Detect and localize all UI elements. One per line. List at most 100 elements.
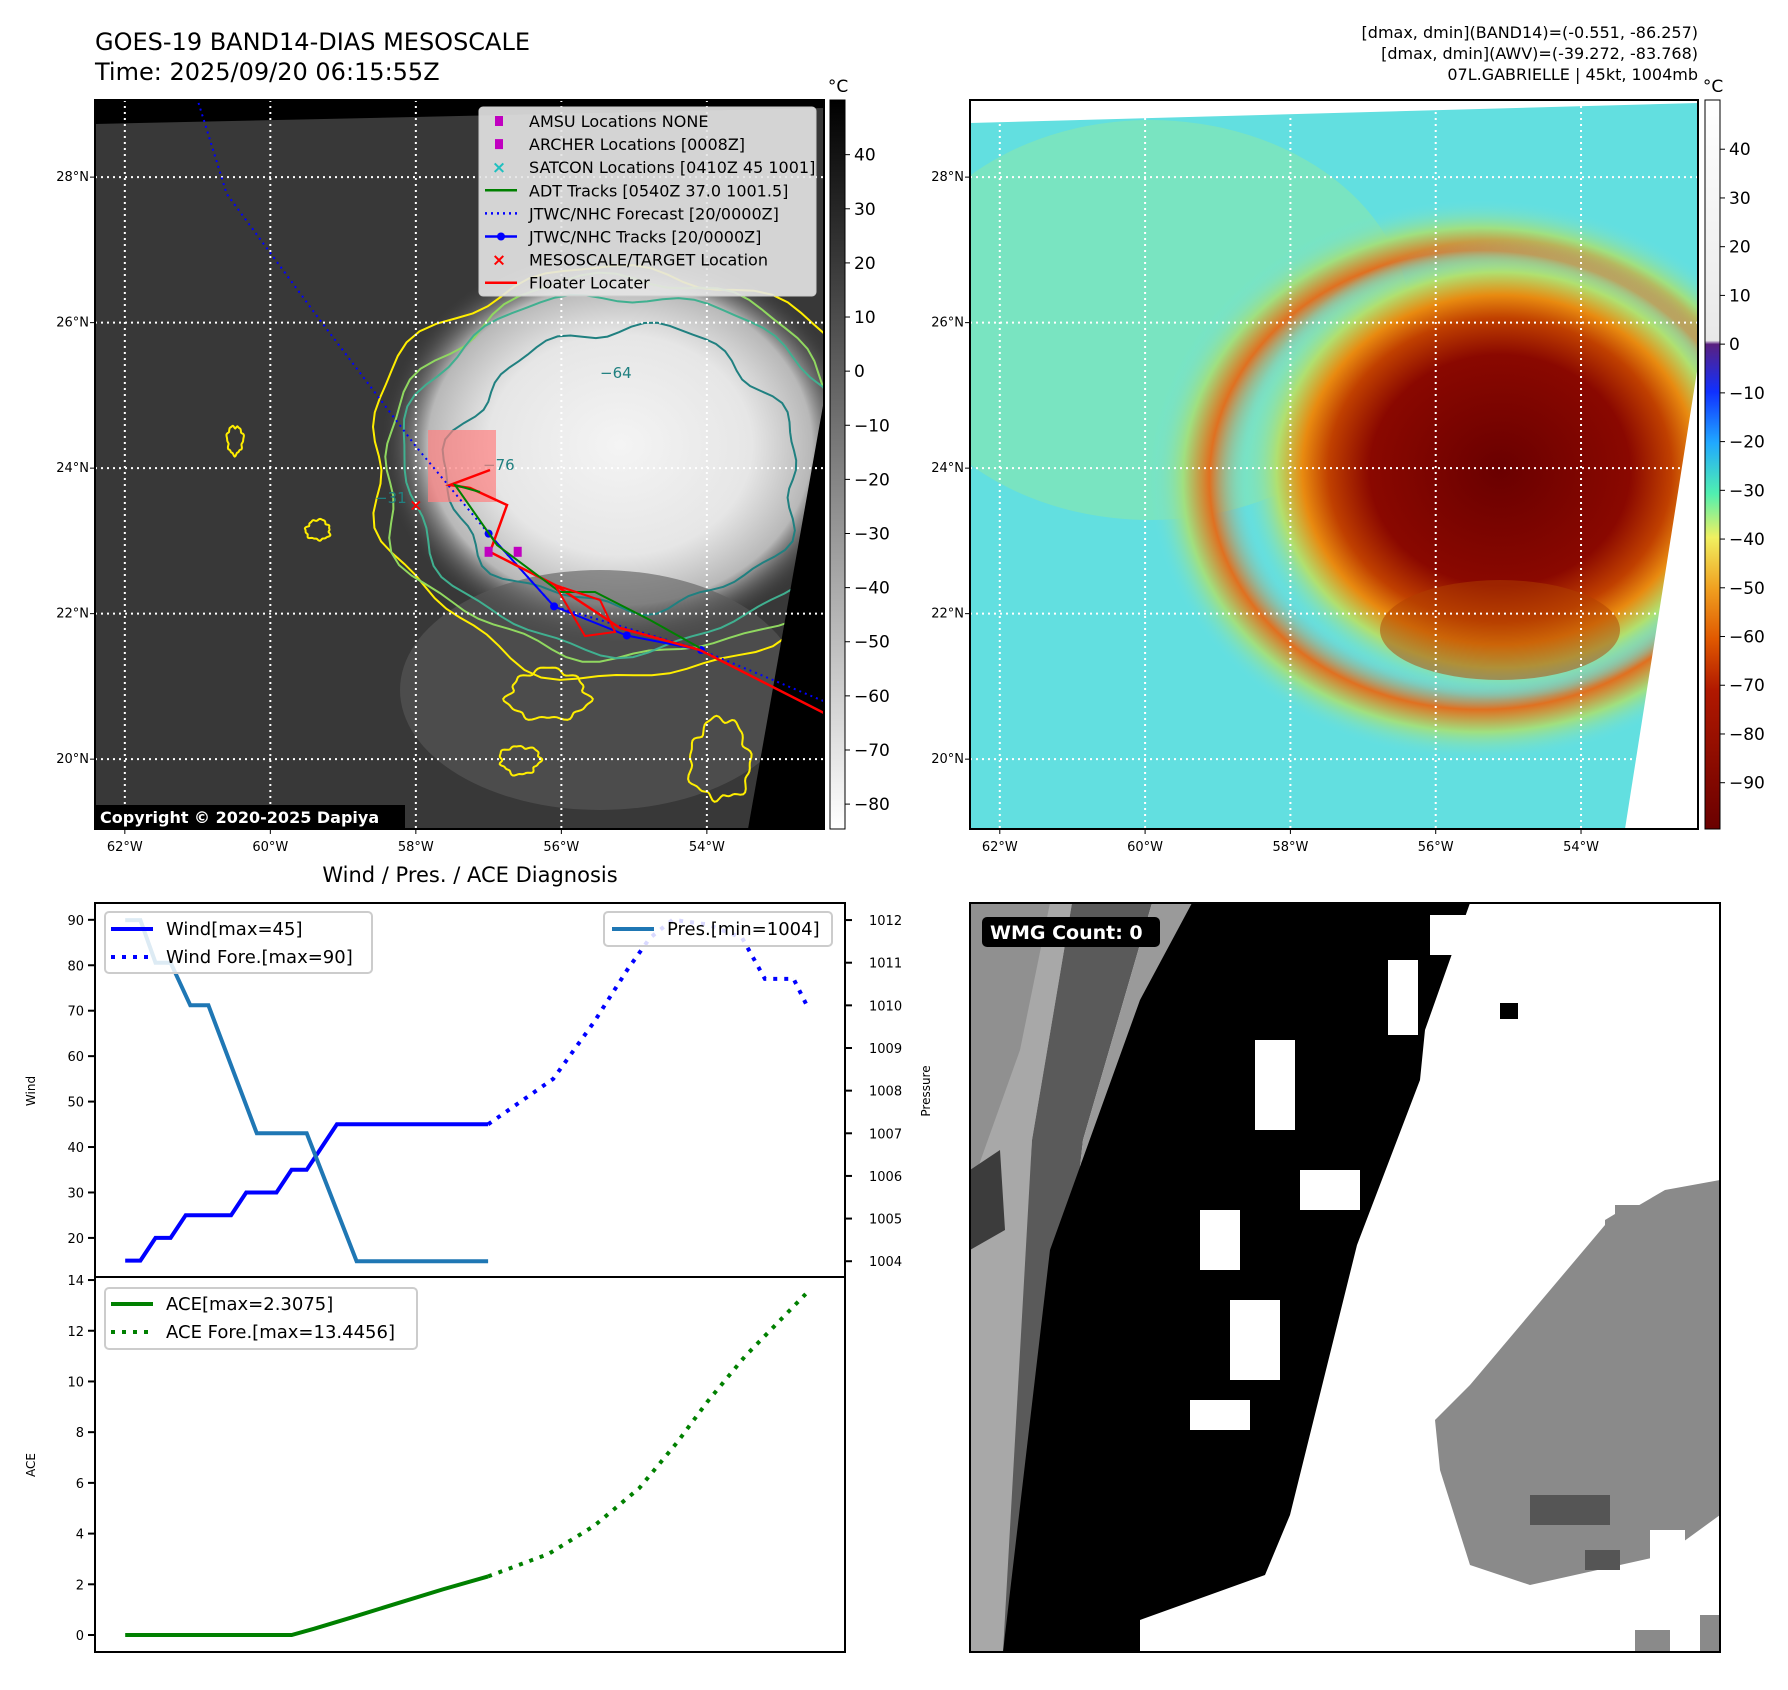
wmg-gap	[1388, 960, 1418, 1035]
wmg-region-dark	[1585, 1550, 1620, 1570]
temperature-contour	[303, 517, 332, 542]
wmg-panel	[970, 903, 1720, 1652]
legend-marker-square-icon	[495, 139, 503, 150]
y2-tick-label: 1005	[869, 1213, 902, 1228]
colorbar-tick-label: 30	[1729, 189, 1751, 209]
temperature-contour	[502, 666, 594, 721]
copyright-box	[95, 805, 405, 829]
colorbar-tick-label: −10	[1729, 384, 1765, 404]
wmg-region-light	[970, 903, 1050, 1190]
jtwc-track-line	[487, 532, 702, 651]
colorbar-awv	[1704, 99, 1721, 830]
colorbar-tick-label: 40	[854, 146, 876, 166]
storm-info: 07L.GABRIELLE | 45kt, 1004mb	[1447, 65, 1698, 84]
legend-marker-x-icon: ×	[492, 158, 506, 178]
lat-tick-label: 22°N	[56, 607, 89, 622]
colorbar-tick-label: 30	[854, 200, 876, 220]
map-frame	[94, 99, 825, 830]
y-tick-label: 30	[67, 1186, 84, 1201]
wmg-region-dark	[970, 1150, 1005, 1250]
lon-tick-label: 56°W	[1418, 840, 1454, 855]
lat-tick-label: 20°N	[931, 752, 964, 767]
wmg-gap	[1230, 1300, 1280, 1380]
pressure-axis-label: Pressure	[919, 1065, 933, 1116]
y-tick-label: 20	[67, 1232, 84, 1247]
y-tick-label: 70	[67, 1005, 84, 1020]
colorbar-tick-label: 40	[1729, 140, 1751, 160]
lat-tick-label: 20°N	[56, 752, 89, 767]
cloud-field	[400, 570, 800, 810]
colorbar-tick-label: −60	[854, 687, 890, 707]
floater-box	[428, 430, 496, 502]
wmg-gap	[1255, 1040, 1295, 1130]
y2-tick-label: 1007	[869, 1127, 902, 1142]
lat-tick-label: 22°N	[931, 607, 964, 622]
jtwc-track-point	[622, 631, 631, 640]
colorbar-tick-label: 20	[854, 254, 876, 274]
legend-label: MESOSCALE/TARGET Location	[529, 251, 768, 270]
legend-label: SATCON Locations [0410Z 45 1001]	[529, 158, 815, 177]
diagnosis-title: Wind / Pres. / ACE Diagnosis	[322, 863, 617, 887]
target-location-marker: ×	[409, 496, 422, 515]
lon-tick-label: 54°W	[689, 840, 725, 855]
y2-tick-label: 1011	[869, 957, 902, 972]
figure-time: Time: 2025/09/20 06:15:55Z	[94, 58, 440, 86]
gridlines	[95, 100, 824, 829]
lon-tick-label: 56°W	[543, 840, 579, 855]
y-tick-label: 10	[67, 1375, 84, 1390]
colorbar-unit: °C	[828, 77, 848, 97]
colorbar-unit: °C	[1703, 77, 1723, 97]
y-tick-label: 60	[67, 1050, 84, 1065]
y-tick-label: 6	[76, 1477, 84, 1492]
colorbar-tick-label: 0	[854, 362, 865, 382]
lat-tick-label: 26°N	[56, 316, 89, 331]
awv-map	[970, 100, 1698, 829]
jtwc-forecast-line	[196, 100, 824, 702]
contour-label: −64	[600, 364, 632, 382]
colorbar-ticks: 40 30 20 10 0 −10 −20 −30 −40 −50 −60 −70 −80 −90	[1720, 140, 1765, 794]
lon-tick-label: 58°W	[398, 840, 434, 855]
colorbar-tick-label: 0	[1729, 335, 1740, 355]
colorbar-tick-label: 20	[1729, 238, 1751, 258]
y-tick-label: 80	[67, 959, 84, 974]
temperature-contour	[402, 293, 824, 660]
lat-tick-label: 28°N	[56, 170, 89, 185]
wmg-gap	[1650, 1530, 1685, 1562]
ace-axis-label: ACE	[24, 1453, 38, 1477]
y-tick-label: 0	[76, 1629, 84, 1644]
map-legend: AMSU Locations NONE ARCHER Locations [000…	[478, 106, 817, 297]
legend-label: ADT Tracks [0540Z 37.0 1001.5]	[529, 181, 788, 200]
wmg-frame	[969, 902, 1721, 1653]
map-axes: 28°N 26°N 24°N 22°N 20°N 62°W 60°W 58°W 56°W 54°W	[931, 170, 1599, 855]
series-line-ace	[125, 1574, 489, 1637]
gridlines	[970, 100, 1698, 829]
jtwc-track-point	[550, 602, 559, 611]
wmg-region-gray	[1435, 1180, 1720, 1585]
legend-label: ACE Fore.[max=13.4456]	[166, 1322, 395, 1343]
ace-legend: ACE[max=2.3075] ACE Fore.[max=13.4456]	[104, 1287, 418, 1350]
wmg-region-black	[1003, 903, 1470, 1652]
awv-range: [dmax, dmin](AWV)=(-39.272, -83.768)	[1381, 44, 1698, 63]
archer-location-marker	[513, 546, 522, 557]
lat-tick-label: 24°N	[931, 461, 964, 476]
wmg-gap	[1430, 915, 1470, 955]
legend-label: ACE[max=2.3075]	[166, 1294, 333, 1315]
legend-label: Pres.[min=1004]	[667, 919, 820, 940]
band14-range: [dmax, dmin](BAND14)=(-0.551, -86.257)	[1362, 23, 1698, 42]
wmg-region-dark	[1530, 1495, 1610, 1525]
colorbar-ticks: 40 30 20 10 0 −10 −20 −30 −40 −50 −60 −70 −80	[845, 146, 890, 815]
storm-cloud	[380, 245, 824, 645]
colorbar-tick-label: −90	[1729, 774, 1765, 794]
y2-tick-label: 1008	[869, 1085, 902, 1100]
wind-legend: Wind[max=45] Wind Fore.[max=90] Pres.[min=…	[104, 911, 833, 974]
storm-band	[1380, 580, 1620, 680]
colorbar-tick-label: −70	[854, 741, 890, 761]
archer-location-marker	[484, 546, 493, 557]
legend-box	[104, 1287, 418, 1350]
legend-label: JTWC/NHC Tracks [20/0000Z]	[528, 228, 761, 247]
plot-frame	[94, 1276, 846, 1653]
colorbar-tick-label: −30	[854, 525, 890, 545]
no-data-area	[95, 100, 824, 124]
y-tick-label: 90	[67, 914, 84, 929]
